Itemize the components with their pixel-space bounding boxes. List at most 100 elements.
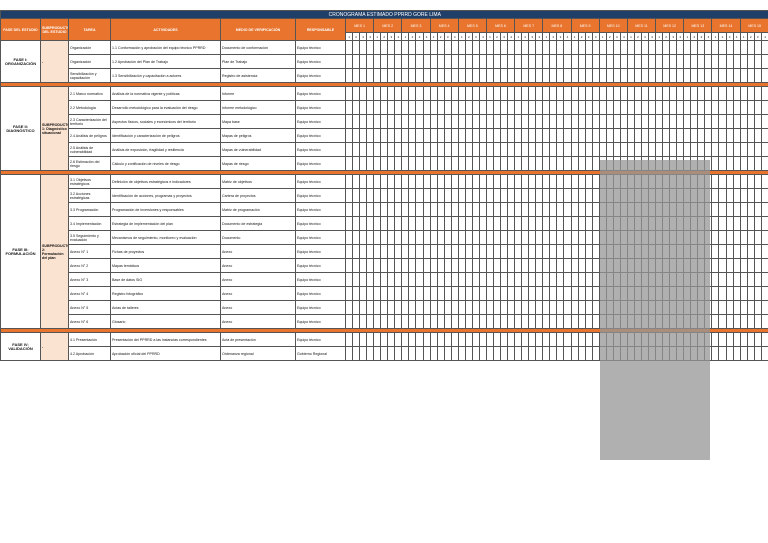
column-header: SUBPRODUCTO DEL ESTUDIO: [40, 18, 69, 41]
week-number: 3: [556, 32, 565, 41]
gantt-cell: [500, 346, 509, 361]
gantt-cell: [507, 244, 516, 259]
gantt-cell: [373, 40, 382, 55]
gantt-cell: [697, 156, 706, 171]
gantt-cell: [373, 202, 382, 217]
gantt-cell: [366, 346, 375, 361]
gantt-cell: [612, 332, 621, 347]
week-number: 2: [380, 32, 389, 41]
gantt-cell: [492, 114, 502, 129]
gantt-cell: [542, 346, 551, 361]
gantt-cell: [732, 40, 741, 55]
gantt-cell: [704, 68, 713, 83]
verification: Plan de Trabajo: [220, 54, 296, 69]
gantt-cell: [535, 216, 544, 231]
week-number: 1: [373, 32, 382, 41]
gantt-cell: [739, 128, 748, 143]
gantt-cell: [725, 202, 734, 217]
activity: Glosario: [110, 314, 221, 329]
gantt-cell: [584, 230, 593, 245]
gantt-cell: [380, 272, 389, 287]
gantt-cell: [605, 188, 614, 203]
activity: Base de datos SIG: [110, 272, 221, 287]
gantt-cell: [359, 100, 368, 115]
gantt-cell: [344, 54, 354, 69]
gantt-cell: [676, 68, 685, 83]
gantt-cell: [415, 68, 424, 83]
gantt-cell: [662, 332, 671, 347]
gantt-cell: [514, 346, 523, 361]
gantt-cell: [697, 272, 706, 287]
gantt-cell: [528, 272, 537, 287]
week-number: 3: [725, 32, 734, 41]
gantt-cell: [401, 258, 410, 273]
gantt-cell: [577, 300, 586, 315]
gantt-cell: [521, 114, 530, 129]
week-number: 4: [732, 32, 741, 41]
gantt-cell: [542, 40, 551, 55]
gantt-cell: [394, 142, 403, 157]
gantt-cell: [591, 258, 600, 273]
gantt-cell: [739, 86, 748, 101]
gantt-cell: [563, 314, 572, 329]
gantt-cell: [457, 86, 466, 101]
gantt-cell: [753, 188, 762, 203]
gantt-cell: [500, 300, 509, 315]
gantt-cell: [570, 86, 579, 101]
gantt-cell: [605, 286, 614, 301]
gantt-cell: [669, 54, 678, 69]
responsible: Gobierno Regional: [295, 346, 346, 361]
gantt-cell: [464, 156, 473, 171]
gantt-cell: [359, 54, 368, 69]
responsible: Equipo técnico: [295, 258, 346, 273]
gantt-cell: [401, 346, 410, 361]
gantt-cell: [542, 202, 551, 217]
gantt-cell: [542, 230, 551, 245]
gantt-cell: [549, 40, 558, 55]
gantt-cell: [492, 258, 502, 273]
gantt-cell: [429, 68, 438, 83]
gantt-cell: [478, 230, 487, 245]
gantt-cell: [471, 230, 480, 245]
gantt-cell: [387, 230, 396, 245]
activity: 1.3 Sensibilización y capacitación a act…: [110, 68, 221, 83]
gantt-cell: [542, 314, 551, 329]
gantt-cell: [746, 286, 755, 301]
gantt-cell: [464, 68, 473, 83]
gantt-cell: [640, 244, 650, 259]
gantt-cell: [648, 272, 657, 287]
gantt-cell: [591, 40, 600, 55]
gantt-cell: [344, 346, 354, 361]
gantt-cell: [718, 332, 727, 347]
gantt-cell: [711, 114, 720, 129]
gantt-cell: [478, 272, 487, 287]
gantt-cell: [640, 128, 650, 143]
gantt-cell: [612, 188, 621, 203]
task: Anexo N° 4: [68, 286, 111, 301]
gantt-cell: [662, 272, 671, 287]
gantt-cell: [387, 188, 396, 203]
gantt-cell: [760, 272, 768, 287]
gantt-cell: [711, 314, 720, 329]
gantt-cell: [746, 300, 755, 315]
gantt-cell: [648, 202, 657, 217]
gantt-cell: [528, 100, 537, 115]
gantt-cell: [711, 86, 720, 101]
gantt-cell: [556, 40, 565, 55]
gantt-cell: [648, 40, 657, 55]
gantt-cell: [415, 216, 424, 231]
gantt-cell: [450, 128, 459, 143]
month-header: MES 9: [570, 18, 600, 33]
gantt-cell: [500, 272, 509, 287]
column-header: ACTIVIDADES: [110, 18, 221, 41]
gantt-cell: [725, 286, 734, 301]
gantt-cell: [471, 54, 480, 69]
subproduct: SUBPRODUCTO 1: Diagnóstico situacional: [40, 86, 69, 171]
gantt-cell: [598, 300, 607, 315]
gantt-cell: [500, 54, 509, 69]
gantt-cell: [408, 300, 417, 315]
gantt-cell: [464, 216, 473, 231]
responsible: Equipo técnico: [295, 216, 346, 231]
gantt-cell: [633, 244, 642, 259]
gantt-cell: [732, 100, 741, 115]
